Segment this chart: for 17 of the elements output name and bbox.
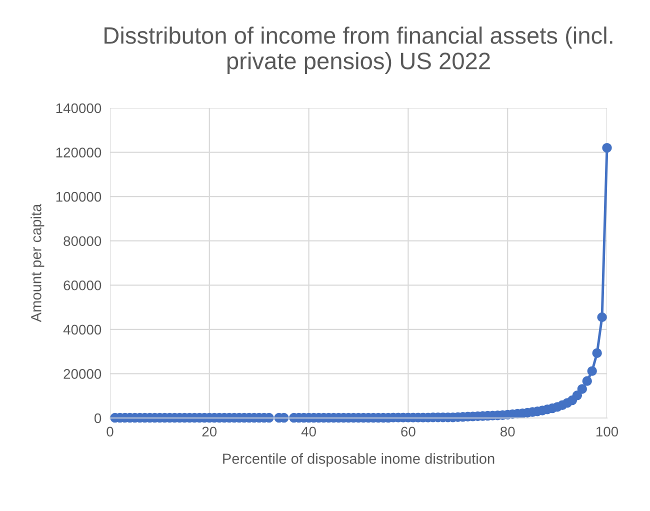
x-axis-title: Percentile of disposable inome distribution — [223, 453, 494, 467]
y-axis-title: Amount per capita — [30, 204, 44, 322]
y-tick-label: 20000 — [64, 369, 102, 379]
x-tick-label: 60 — [401, 426, 416, 437]
y-tick-label: 120000 — [56, 148, 102, 158]
chart-title: Disstributon of income from financial assets (incl. private pensios) US 2022 — [104, 26, 612, 74]
x-tick-label: 40 — [301, 426, 316, 437]
x-tick-label: 20 — [202, 426, 217, 437]
y-tick-label: 140000 — [56, 103, 102, 114]
x-tick-label: 100 — [596, 426, 618, 437]
y-tick-label: 60000 — [64, 280, 102, 290]
y-tick-label: 0 — [94, 413, 102, 424]
y-tick-label: 40000 — [63, 324, 102, 335]
x-tick-label: 80 — [500, 426, 515, 437]
y-tick-label: 80000 — [64, 236, 102, 246]
x-tick-label: 0 — [106, 426, 114, 437]
y-tick-label: 100000 — [56, 192, 102, 202]
